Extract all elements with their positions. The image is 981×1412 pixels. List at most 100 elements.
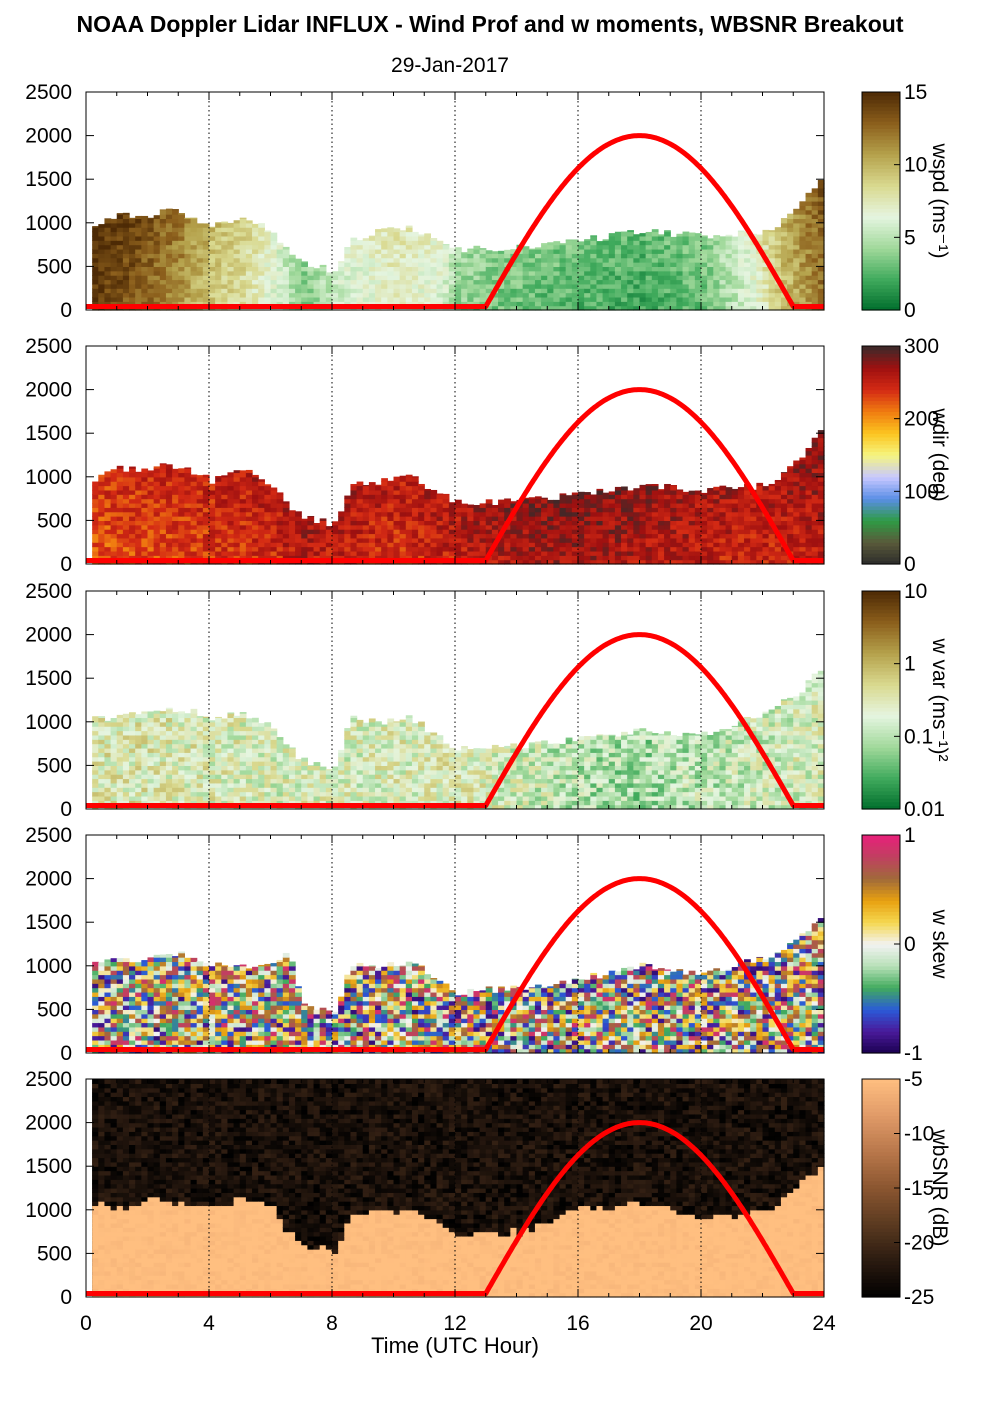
heatmap-cell — [817, 489, 825, 495]
heatmap-cell — [541, 555, 548, 561]
heatmap-cell — [129, 734, 136, 740]
heatmap-cell — [811, 555, 819, 561]
heatmap-cell — [750, 257, 757, 263]
heatmap-cell — [725, 516, 733, 521]
heatmap-cell — [664, 253, 671, 259]
heatmap-cell — [448, 533, 456, 539]
heatmap-cell — [387, 480, 395, 482]
heatmap-cell — [584, 305, 591, 311]
heatmap-cell — [774, 253, 782, 259]
heatmap-cell — [381, 529, 388, 535]
heatmap-cell — [799, 244, 807, 250]
heatmap-cell — [676, 288, 684, 294]
heatmap-cell — [104, 235, 112, 241]
heatmap-cell — [202, 476, 210, 482]
heatmap-cell — [405, 485, 413, 491]
heatmap-cell — [190, 262, 198, 267]
heatmap-cell — [245, 279, 253, 285]
heatmap-cell — [473, 542, 481, 548]
heatmap-cell — [221, 257, 229, 263]
heatmap-cell — [639, 283, 647, 289]
heatmap-cell — [811, 550, 819, 556]
heatmap-cell — [682, 257, 690, 263]
heatmap-cell — [534, 279, 542, 285]
heatmap-cell — [184, 270, 192, 276]
heatmap-cell — [473, 520, 481, 526]
heatmap-cell — [368, 257, 376, 263]
heatmap-cell — [479, 555, 487, 561]
colorbar-segment — [862, 444, 900, 449]
heatmap-cell — [239, 529, 247, 535]
heatmap-cell — [98, 734, 106, 740]
heatmap-cell — [368, 533, 376, 539]
heatmap-cell — [301, 296, 308, 302]
heatmap-cell — [774, 240, 782, 246]
heatmap-cell — [645, 283, 653, 289]
heatmap-cell — [215, 227, 222, 233]
colorbar-segment — [862, 291, 900, 297]
heatmap-cell — [602, 296, 610, 302]
heatmap-cell — [122, 257, 130, 263]
heatmap-cell — [368, 301, 376, 307]
heatmap-cell — [178, 555, 185, 561]
heatmap-cell — [780, 472, 788, 478]
heatmap-cell — [553, 279, 561, 285]
heatmap-cell — [165, 244, 173, 250]
heatmap-cell — [688, 498, 696, 504]
heatmap-cell — [227, 511, 235, 517]
heatmap-cell — [559, 542, 567, 548]
heatmap-cell — [725, 248, 733, 254]
heatmap-cell — [122, 726, 130, 732]
heatmap-cell — [707, 507, 714, 513]
heatmap-cell — [319, 288, 327, 294]
heatmap-cell — [368, 511, 376, 517]
heatmap-cell — [165, 266, 173, 272]
heatmap-cell — [405, 248, 413, 254]
heatmap-cell — [172, 533, 179, 539]
heatmap-cell — [245, 524, 253, 530]
heatmap-cell — [165, 743, 173, 749]
heatmap-cell — [756, 524, 764, 530]
heatmap-cell — [559, 537, 567, 543]
heatmap-cell — [282, 502, 290, 508]
heatmap-cell — [129, 240, 136, 246]
heatmap-cell — [405, 266, 413, 272]
heatmap-cell — [787, 520, 794, 526]
heatmap-cell — [744, 248, 751, 254]
heatmap-cell — [276, 492, 284, 495]
heatmap-cell — [196, 301, 204, 307]
heatmap-cell — [565, 275, 573, 281]
heatmap-cell — [344, 520, 352, 526]
heatmap-cell — [541, 288, 548, 294]
heatmap-cell — [418, 507, 425, 513]
colorbar-segment — [862, 553, 900, 558]
heatmap-cell — [424, 524, 431, 530]
heatmap-cell — [313, 542, 321, 548]
heatmap-cell — [165, 464, 173, 469]
heatmap-cell — [209, 485, 216, 491]
heatmap-cell — [750, 529, 757, 535]
heatmap-cell — [135, 726, 142, 732]
heatmap-cell — [215, 524, 222, 530]
heatmap-cell — [731, 502, 739, 508]
heatmap-cell — [553, 241, 561, 246]
heatmap-cell — [184, 218, 192, 224]
heatmap-cell — [159, 782, 167, 788]
heatmap-cell — [774, 511, 782, 517]
heatmap-cell — [510, 275, 518, 281]
heatmap-cell — [122, 542, 130, 548]
heatmap-cell — [393, 296, 401, 302]
heatmap-cell — [590, 240, 598, 246]
heatmap-cell — [805, 275, 813, 281]
heatmap-cell — [141, 279, 149, 285]
heatmap-cell — [159, 791, 167, 797]
heatmap-cell — [147, 721, 155, 727]
heatmap-cell — [252, 520, 259, 526]
heatmap-cell — [817, 537, 825, 543]
heatmap-cell — [614, 279, 622, 285]
heatmap-cell — [233, 537, 241, 543]
heatmap-cell — [522, 498, 530, 504]
heatmap-cell — [233, 502, 241, 508]
heatmap-cell — [245, 542, 253, 548]
heatmap-cell — [811, 498, 819, 504]
